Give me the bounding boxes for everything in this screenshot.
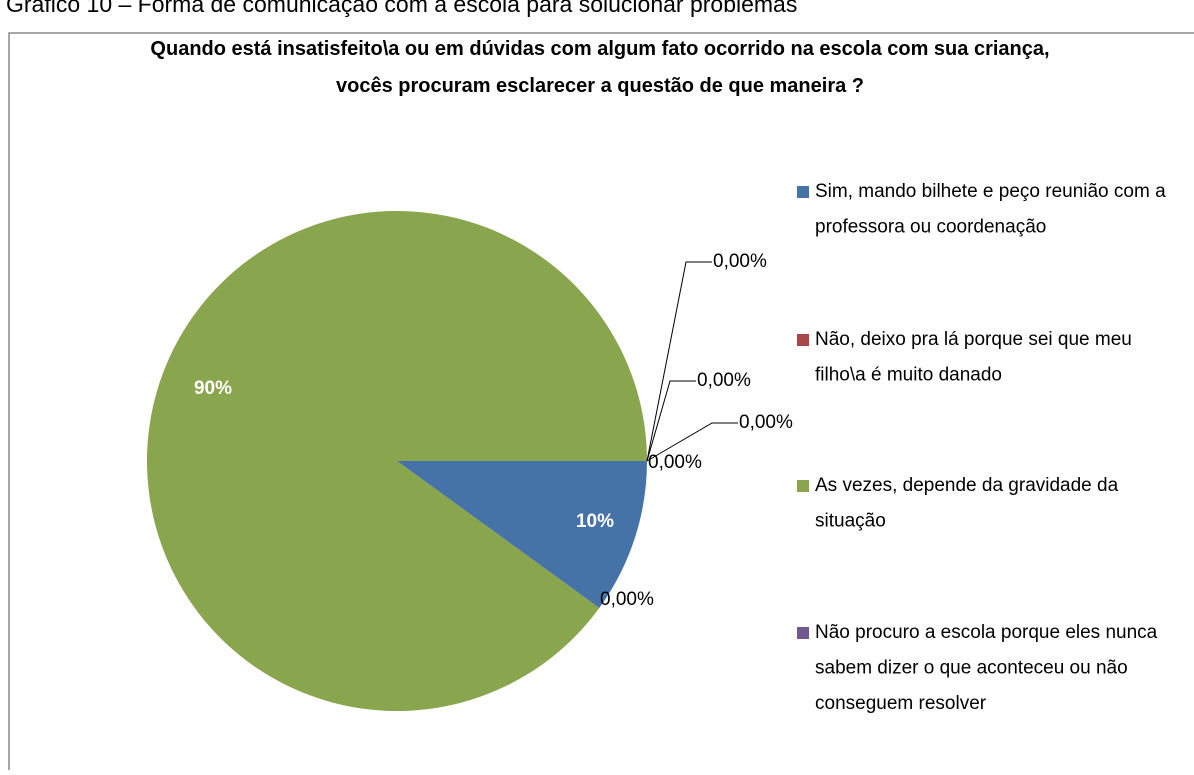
legend-swatch [797, 186, 809, 198]
data-label: 0,00% [697, 370, 751, 391]
pie-slice [147, 211, 648, 712]
legend-swatch [797, 334, 809, 346]
chart-title: Quando está insatisfeito\a ou em dúvidas… [150, 38, 1049, 97]
data-label: 0,00% [648, 452, 702, 473]
legend-swatch [797, 480, 809, 492]
legend-label: Não, deixo pra lá porque sei que meu filh… [815, 329, 1132, 386]
data-label: 10% [576, 511, 614, 532]
pie-slice [397, 461, 647, 608]
data-label: 0,00% [600, 589, 654, 610]
data-label: 0,00% [739, 412, 793, 433]
leader-line [646, 380, 696, 462]
legend-label: Não procuro a escola porque eles nunca sa… [815, 622, 1158, 714]
legend-label: As vezes, depende da gravidade da situaçã… [815, 475, 1119, 532]
data-label: 0,00% [713, 251, 767, 272]
leader-line [646, 422, 738, 462]
legend-swatch [797, 627, 809, 639]
data-label: 90% [194, 378, 232, 399]
leader-line [646, 261, 712, 462]
chart-frame [8, 32, 1194, 770]
caption: Gráfico 10 – Forma de comunicação com a … [6, 0, 797, 17]
